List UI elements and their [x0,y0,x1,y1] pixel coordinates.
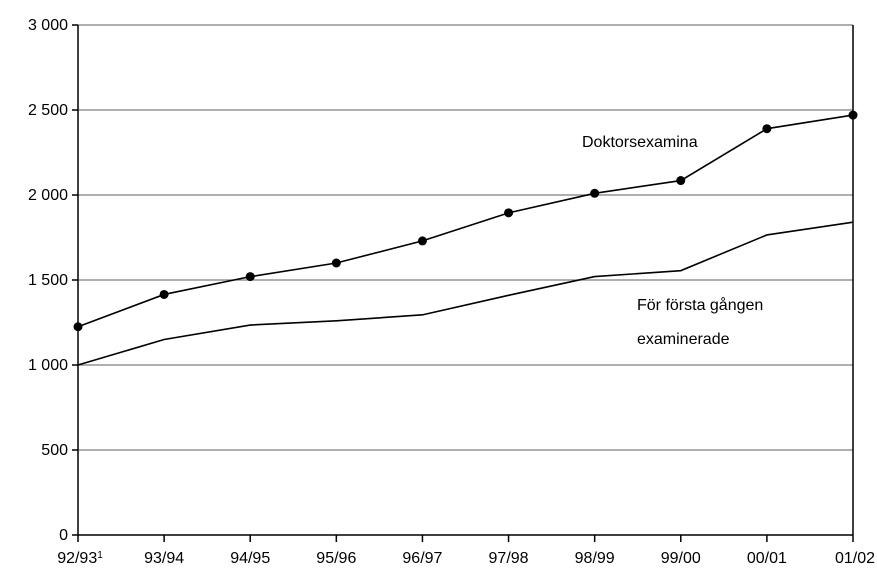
x-tick-label-text-4: 96/97 [402,550,442,567]
x-tick-label-text-2: 94/95 [230,550,270,567]
x-tick-label-1: 93/94 [144,550,184,567]
labels-group: 0 500 1 000 1 500 2 000 2 500 3 000 92/931 93/94… [28,17,875,567]
gridlines [78,24,853,451]
series-0-point-6 [590,188,600,198]
x-tick-label-7: 99/00 [661,550,701,567]
series-0-point-9 [848,110,858,120]
series-line-1 [77,221,854,366]
y-tick-label-2: 1 000 [28,357,68,374]
series-group [73,110,858,366]
series-label-forsta-gangen-line-0: För första gången [637,296,763,314]
x-tick-label-text-8: 00/01 [747,550,787,567]
y-tick-label-1: 500 [41,442,68,459]
x-tick-label-text-3: 95/96 [316,550,356,567]
x-tick-label-text-6: 98/99 [575,550,615,567]
x-tick-label-5: 97/98 [489,550,529,567]
y-tick-label-5: 2 500 [28,102,68,119]
x-tick-label-4: 96/97 [402,550,442,567]
series-0-point-0 [73,322,83,332]
y-tick-label-4: 2 000 [28,187,68,204]
series-line-0 [77,114,854,328]
x-tick-label-text-9: 01/02 [835,550,875,567]
x-tick-label-8: 00/01 [747,550,787,567]
x-tick-label-text-5: 97/98 [489,550,529,567]
series-0-point-3 [331,258,341,268]
series-0-point-2 [245,272,255,282]
axes [72,24,854,542]
x-tick-label-6: 98/99 [575,550,615,567]
x-tick-label-superscript-0: 1 [97,550,103,561]
x-tick-label-text-7: 99/00 [661,550,701,567]
x-tick-label-text-0: 92/93 [57,550,97,567]
series-0-point-5 [504,208,514,218]
x-tick-label-3: 95/96 [316,550,356,567]
x-tick-label-2: 94/95 [230,550,270,567]
y-tick-label-3: 1 500 [28,272,68,289]
y-tick-label-0: 0 [59,527,68,544]
series-0-point-1 [159,289,169,299]
x-tick-label-text-1: 93/94 [144,550,184,567]
x-tick-label-9: 01/02 [835,550,875,567]
series-0-point-4 [417,236,427,246]
series-0-point-8 [762,124,772,134]
series-label-forsta-gangen-line-1: examinerade [637,331,730,348]
x-tick-label-0: 92/931 [57,550,103,568]
series-0-point-7 [676,176,686,186]
series-label-doktorsexamina: Doktorsexamina [582,134,698,151]
y-tick-label-6: 3 000 [28,17,68,34]
